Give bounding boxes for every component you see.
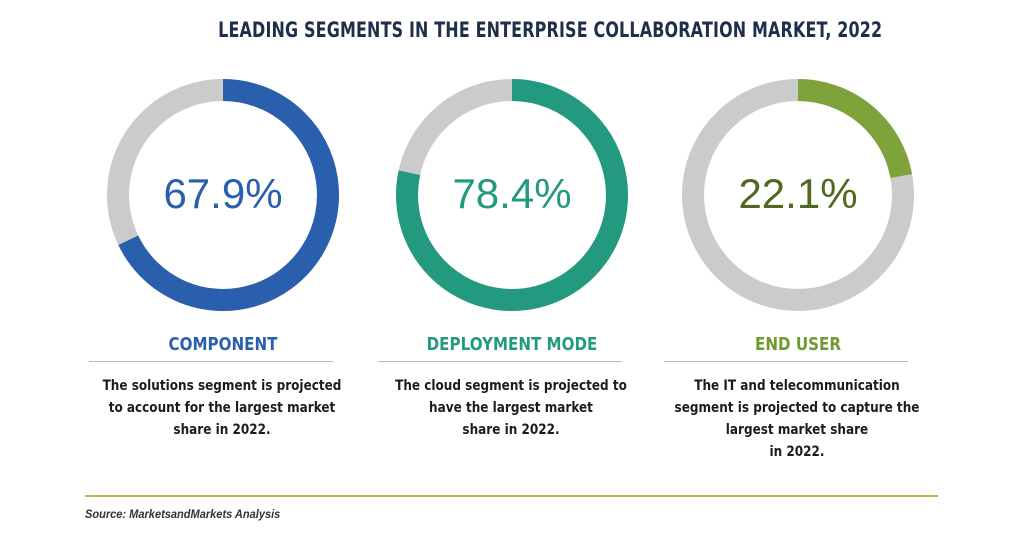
deployment-mode-description-line: have the largest market	[429, 400, 593, 416]
end-user-panel: 22.1% END USER The IT and telecommunicat…	[664, 70, 923, 480]
component-panel: 67.9% COMPONENT The solutions segment is…	[89, 70, 348, 480]
chart-title: LEADING SEGMENTS IN THE ENTERPRISE COLLA…	[218, 18, 883, 42]
end-user-divider	[664, 361, 908, 362]
deployment-mode-label: DEPLOYMENT MODE	[426, 334, 598, 355]
component-label: COMPONENT	[168, 334, 278, 355]
component-description-line: to account for the largest market	[108, 400, 336, 416]
deployment-mode-divider	[378, 361, 622, 362]
component-percentage: 67.9%	[163, 170, 283, 217]
end-user-description-line: largest market share	[725, 422, 869, 438]
deployment-mode-percentage: 78.4%	[452, 170, 572, 217]
component-divider	[89, 361, 333, 362]
footer-divider	[85, 495, 938, 497]
component-value-slice	[118, 79, 339, 311]
deployment-mode-panel: 78.4% DEPLOYMENT MODE The cloud segment …	[378, 70, 637, 480]
component-donut	[107, 79, 339, 311]
component-description: The solutions segment is projected to ac…	[93, 375, 351, 441]
end-user-description-line: The IT and telecommunication	[694, 378, 900, 394]
end-user-description-line: segment is projected to capture the	[674, 400, 920, 416]
end-user-value-slice	[797, 79, 913, 179]
deployment-mode-value-slice	[396, 79, 628, 311]
deployment-mode-description-line: share in 2022.	[462, 422, 560, 438]
source-note: Source: MarketsandMarkets Analysis	[85, 507, 281, 521]
end-user-label: END USER	[755, 334, 841, 355]
component-description-line: The solutions segment is projected	[102, 378, 342, 394]
end-user-description-line: in 2022.	[769, 444, 825, 460]
deployment-mode-description-line: The cloud segment is projected to	[395, 378, 627, 394]
end-user-donut	[682, 79, 914, 311]
end-user-description: The IT and telecommunication segment is …	[668, 375, 926, 463]
deployment-mode-donut	[396, 79, 628, 311]
end-user-percentage: 22.1%	[738, 170, 858, 217]
component-description-line: share in 2022.	[173, 422, 271, 438]
deployment-mode-description: The cloud segment is projected to have t…	[382, 375, 640, 441]
